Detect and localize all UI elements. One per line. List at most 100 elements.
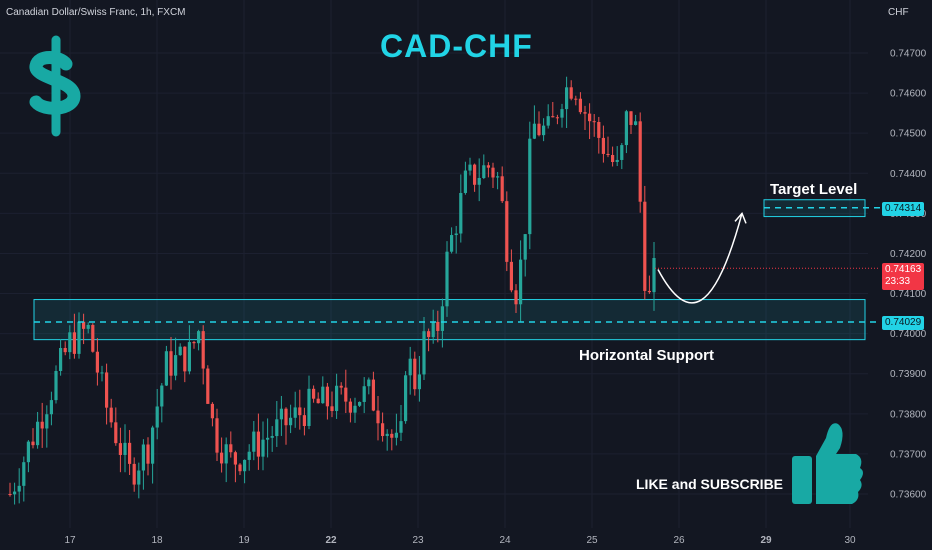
- candle-body: [560, 109, 564, 118]
- candle-body: [293, 407, 297, 418]
- candle-body: [132, 463, 136, 485]
- x-tick-label: 22: [325, 535, 337, 546]
- candle-body: [417, 374, 421, 390]
- candle-body: [652, 258, 656, 293]
- candle-body: [118, 443, 122, 455]
- candle-body: [638, 121, 642, 202]
- candle-body: [192, 342, 196, 344]
- candle-body: [229, 444, 233, 453]
- candle-body: [68, 332, 72, 353]
- candle-body: [49, 400, 53, 415]
- candle-body: [82, 321, 86, 329]
- candle-body: [266, 437, 270, 440]
- candle-body: [160, 385, 164, 407]
- candle-body: [555, 117, 559, 119]
- candle-body: [261, 439, 265, 457]
- y-tick-label: 0.74000: [890, 329, 927, 340]
- candle-body: [307, 388, 311, 427]
- horizontal-support-label: Horizontal Support: [579, 347, 714, 364]
- candle-body: [574, 98, 578, 100]
- candle-body: [141, 444, 145, 471]
- candle-body: [486, 165, 490, 168]
- projection-path: [657, 211, 747, 304]
- candle-body: [450, 235, 454, 252]
- bar-countdown: 23:33: [885, 276, 911, 287]
- candle-body: [514, 290, 518, 305]
- candle-body: [629, 111, 633, 125]
- x-tick-label: 17: [64, 535, 76, 546]
- candle-body: [459, 192, 463, 234]
- candle-body: [215, 418, 219, 453]
- candle-body: [210, 403, 214, 419]
- time-axis[interactable]: 17 18 19 22 23 24 25 26 29 30: [64, 535, 856, 546]
- candle-body: [532, 123, 536, 139]
- candle-body: [197, 331, 201, 344]
- candle-body: [634, 121, 638, 125]
- dollar-sign-icon: [29, 35, 81, 137]
- candle-body: [427, 331, 431, 338]
- candle-body: [174, 355, 178, 376]
- candle-body: [509, 261, 513, 291]
- candle-body: [578, 98, 582, 113]
- candle-body: [137, 470, 141, 485]
- candle-body: [22, 462, 26, 486]
- candle-body: [611, 154, 615, 162]
- candle-body: [187, 342, 191, 372]
- candle-body: [36, 421, 40, 446]
- candle-body: [40, 421, 44, 429]
- candle-body: [601, 137, 605, 154]
- candle-body: [109, 407, 113, 423]
- candle-body: [289, 417, 293, 426]
- target-level-label: Target Level: [770, 181, 858, 198]
- candle-body: [436, 321, 440, 331]
- candle-body: [151, 427, 155, 464]
- y-tick-label: 0.74400: [890, 169, 927, 180]
- candle-body: [339, 385, 343, 388]
- candle-body: [496, 176, 500, 178]
- candle-body: [105, 372, 109, 408]
- candle-body: [537, 123, 541, 136]
- candle-body: [583, 112, 587, 114]
- candle-body: [252, 431, 256, 452]
- candle-body: [367, 379, 371, 387]
- candle-body: [445, 251, 449, 307]
- y-tick-label: 0.73600: [890, 489, 927, 500]
- y-tick-label: 0.74600: [890, 89, 927, 100]
- symbol-title: Canadian Dollar/Swiss Franc, 1h, FXCM: [6, 7, 186, 18]
- price-zones: [33, 199, 866, 341]
- candle-body: [247, 451, 251, 460]
- candle-body: [325, 386, 329, 407]
- candle-body: [431, 321, 435, 338]
- like-subscribe-text: LIKE and SUBSCRIBE: [636, 476, 784, 492]
- candle-body: [519, 259, 523, 305]
- candle-body: [468, 164, 472, 171]
- candle-body: [54, 371, 58, 401]
- candle-body: [624, 111, 628, 146]
- candle-body: [26, 441, 30, 463]
- candle-body: [275, 419, 279, 437]
- candle-body: [72, 332, 76, 354]
- candle-body: [220, 452, 224, 464]
- candle-body: [491, 167, 495, 178]
- candle-body: [473, 164, 477, 185]
- candle-body: [169, 351, 173, 376]
- candle-body: [344, 387, 348, 402]
- candle-body: [77, 321, 81, 354]
- candle-body: [123, 442, 127, 455]
- candle-body: [302, 415, 306, 427]
- candle-body: [358, 401, 362, 406]
- pair-title: CAD-CHF: [380, 28, 533, 64]
- candle-body: [86, 324, 90, 329]
- candle-body: [454, 233, 458, 236]
- x-tick-label: 23: [412, 535, 424, 546]
- y-tick-label: 0.74100: [890, 289, 927, 300]
- x-tick-label: 26: [673, 535, 685, 546]
- candle-body: [201, 331, 205, 369]
- y-tick-label: 0.74500: [890, 129, 927, 140]
- candle-body: [390, 433, 394, 438]
- price-levels: [34, 207, 880, 323]
- candle-body: [45, 414, 49, 429]
- candle-body: [224, 444, 228, 464]
